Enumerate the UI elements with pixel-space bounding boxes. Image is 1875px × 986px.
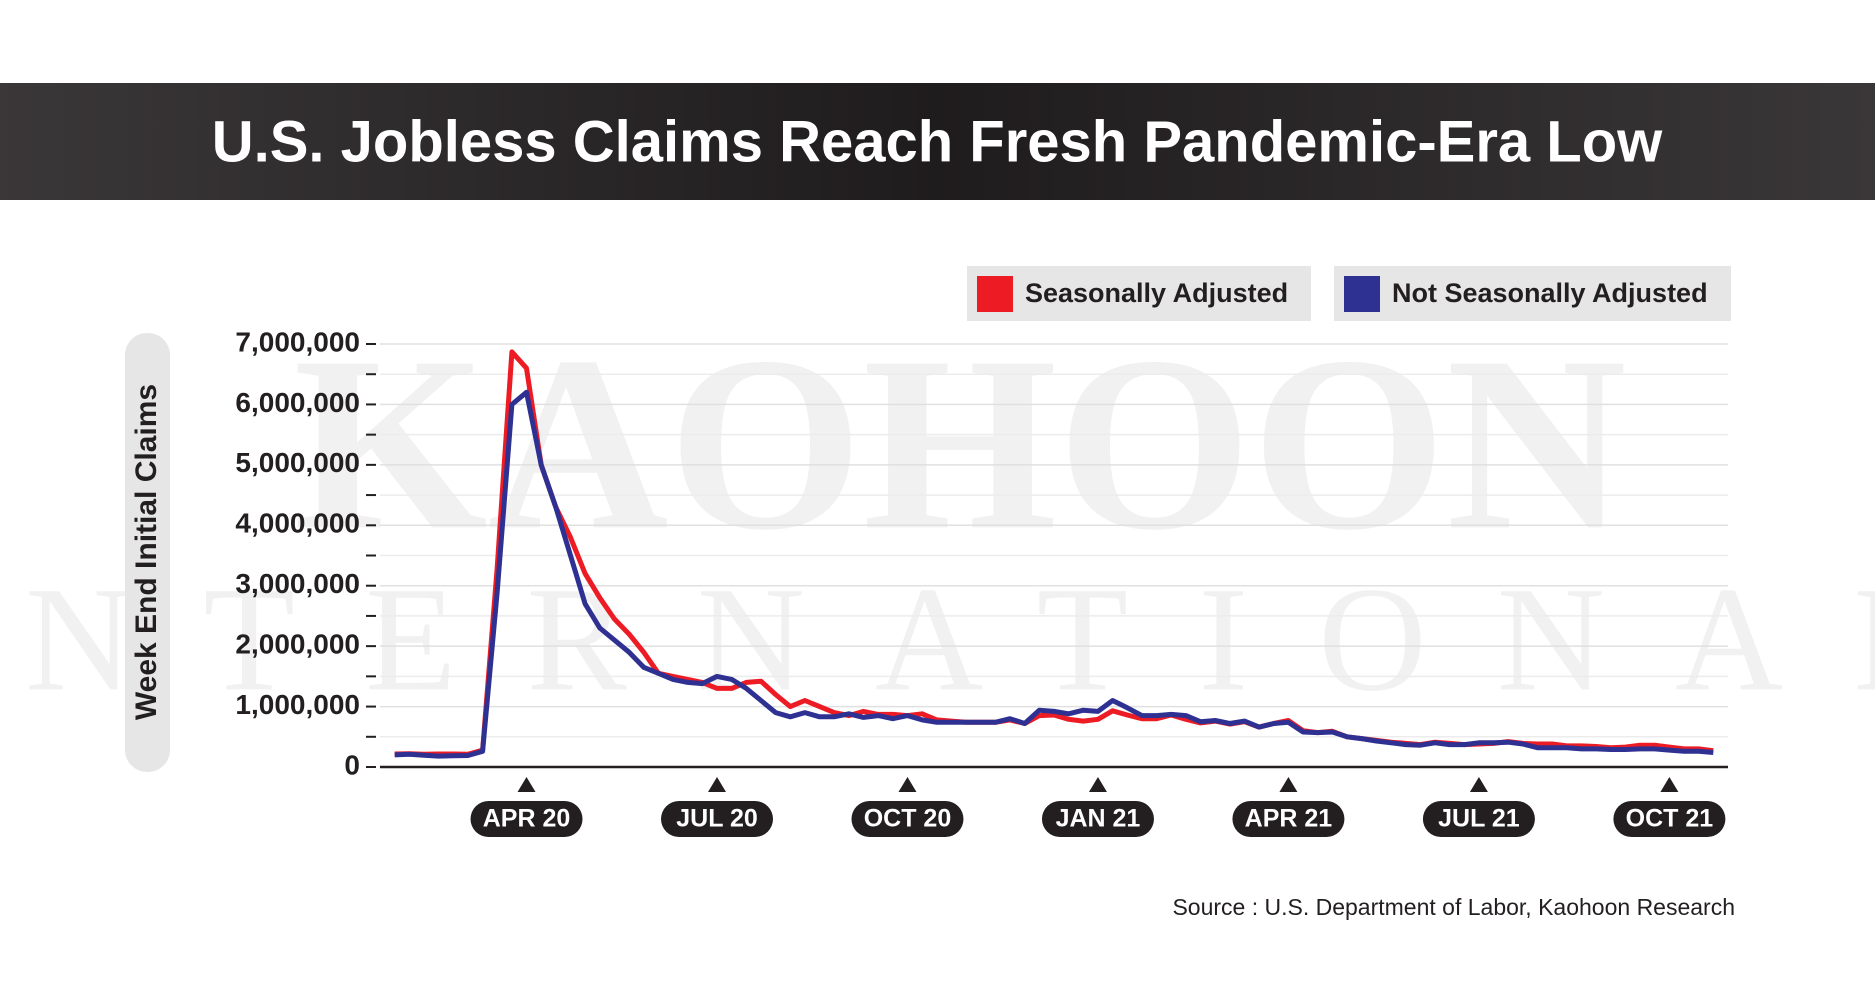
tick-marker (1660, 777, 1679, 792)
x-label-pill (470, 801, 583, 837)
y-tick-label: 1,000,000 (235, 689, 360, 720)
x-tick-label: JUL 21 (1438, 805, 1520, 833)
y-tick-label: 0 (344, 749, 360, 780)
tick-marker (517, 777, 536, 792)
y-tick-label: 4,000,000 (235, 508, 360, 539)
tick-marker (708, 777, 726, 792)
x-label-pill (1232, 801, 1345, 837)
title-bar (0, 83, 1875, 200)
x-label-pill (1041, 801, 1154, 837)
tick-marker (898, 777, 917, 792)
x-label-pill (1613, 801, 1726, 837)
tick-marker (1088, 777, 1107, 792)
y-tick-label: 7,000,000 (235, 326, 360, 357)
series-line (394, 389, 1714, 759)
x-tick-label: OCT 21 (1626, 805, 1714, 833)
watermark: KAOHOON INTERNATIONAL (0, 305, 1875, 722)
y-tick-label: 2,000,000 (235, 629, 360, 660)
x-tick-label: APR 20 (483, 805, 571, 833)
x-tick-label: JUL 20 (676, 805, 758, 833)
ylabel-box (125, 333, 170, 772)
y-axis-label: Week End Initial Claims (130, 384, 163, 720)
watermark-text: KAOHOON (293, 305, 1626, 582)
x-tick-label: APR 21 (1245, 805, 1333, 833)
y-tick-label: 5,000,000 (235, 447, 360, 478)
legend-box (1334, 266, 1731, 321)
legend-label: Seasonally Adjusted (1025, 278, 1288, 308)
tick-marker (1279, 777, 1298, 792)
y-tick-label: 3,000,000 (235, 568, 360, 599)
chart-title: U.S. Jobless Claims Reach Fresh Pandemic… (212, 109, 1663, 174)
source: Source : U.S. Department of Labor, Kaoho… (1172, 894, 1735, 920)
x-label-pill (1422, 801, 1535, 837)
legend-box (967, 266, 1311, 321)
legend-label: Not Seasonally Adjusted (1392, 278, 1708, 308)
legend-swatch (1344, 276, 1380, 312)
y-tick-label: 6,000,000 (235, 387, 360, 418)
tick-marker (1469, 777, 1488, 792)
x-tick-label: JAN 21 (1056, 805, 1141, 833)
x-label-pill (851, 801, 964, 837)
x-tick-label: OCT 20 (864, 805, 952, 833)
x-label-pill (661, 801, 773, 837)
legend-swatch (977, 276, 1013, 312)
watermark-text: INTERNATIONAL (0, 556, 1875, 722)
